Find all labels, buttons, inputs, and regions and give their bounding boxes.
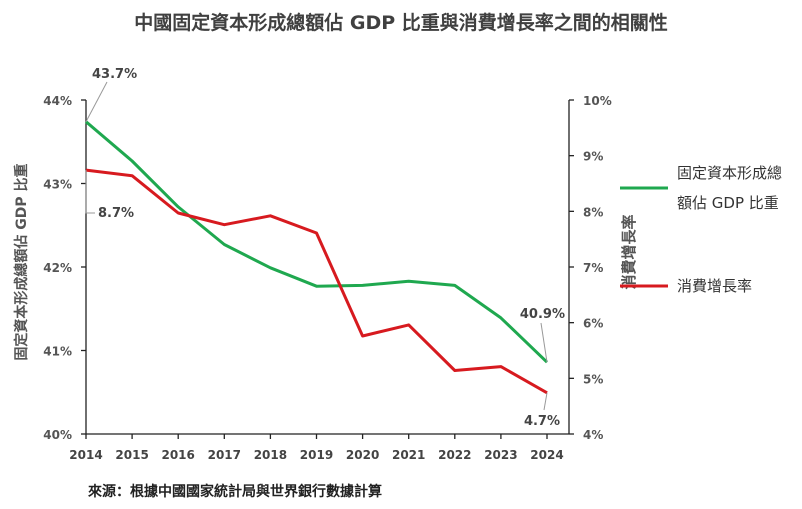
right-axis-title: 消費增長率 [620, 214, 638, 289]
label-leader [543, 392, 548, 411]
left-tick-label: 44% [43, 94, 72, 108]
right-tick-label: 7% [583, 261, 603, 275]
series-line-1 [85, 120, 549, 364]
series-line-2 [85, 168, 548, 395]
left-tick-label: 41% [43, 345, 72, 359]
legend-label-1b: 額佔 GDP 比重 [677, 194, 779, 212]
right-tick-label: 4% [583, 428, 603, 442]
data-label: 43.7% [92, 67, 137, 82]
right-tick-label: 6% [583, 317, 603, 331]
label-leader [85, 81, 108, 122]
right-tick-label: 8% [583, 205, 603, 219]
x-tick-label: 2023 [484, 448, 517, 462]
left-axis-title: 固定資本形成總額佔 GDP 比重 [13, 163, 30, 360]
x-tick-label: 2024 [530, 448, 563, 462]
left-tick-label: 43% [43, 178, 72, 192]
right-tick-label: 5% [583, 372, 603, 386]
label-leader [85, 170, 95, 214]
right-tick-label: 9% [583, 150, 603, 164]
x-tick-label: 2015 [115, 448, 148, 462]
data-label: 40.9% [520, 307, 565, 322]
data-label: 8.7% [98, 206, 134, 221]
x-tick-label: 2018 [254, 448, 287, 462]
chart-title: 中國固定資本形成總額佔 GDP 比重與消費增長率之間的相關性 [134, 12, 668, 34]
left-tick-label: 40% [43, 428, 72, 442]
x-tick-label: 2019 [300, 448, 333, 462]
x-tick-label: 2021 [392, 448, 425, 462]
x-tick-label: 2017 [208, 448, 241, 462]
x-tick-label: 2014 [69, 448, 102, 462]
x-tick-label: 2020 [346, 448, 379, 462]
label-leader [540, 322, 548, 363]
x-tick-label: 2022 [438, 448, 471, 462]
right-tick-label: 10% [583, 94, 612, 108]
data-label: 4.7% [524, 414, 560, 429]
legend-label-1a: 固定資本形成總 [677, 164, 782, 182]
x-tick-label: 2016 [161, 448, 194, 462]
left-tick-label: 42% [43, 261, 72, 275]
source-note: 來源：根據中國國家統計局與世界銀行數據計算 [88, 484, 382, 500]
legend-label-2: 消費增長率 [677, 277, 752, 295]
